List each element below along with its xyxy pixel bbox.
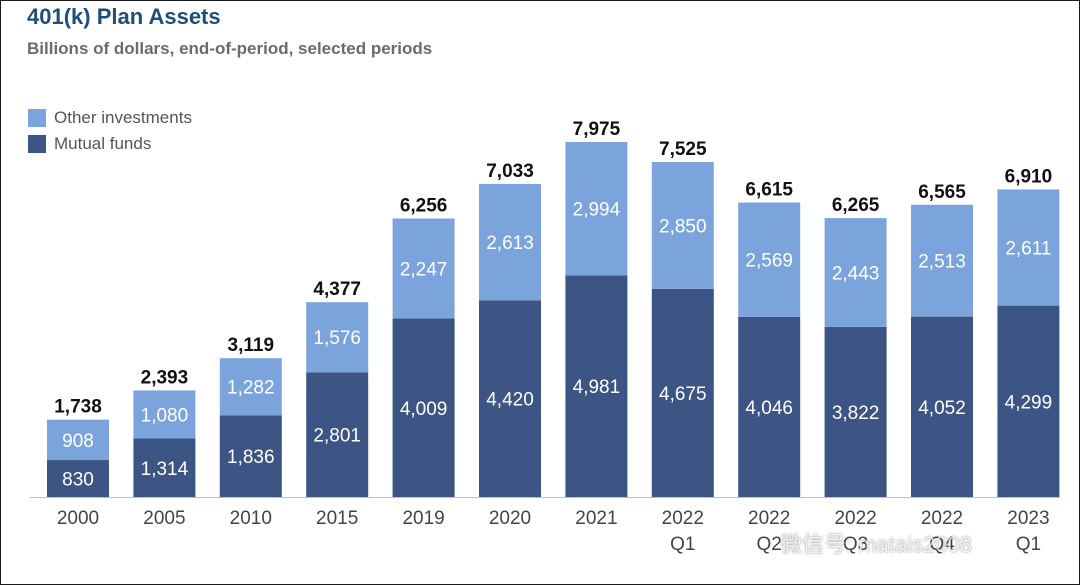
data-label-total: 2,393	[141, 367, 189, 388]
data-label-total: 6,615	[745, 180, 793, 201]
data-label-mutual-funds: 4,046	[745, 398, 793, 419]
x-tick-label: Q3	[843, 534, 868, 555]
data-label-other-investments: 1,080	[141, 405, 189, 426]
bar-mutual-funds	[47, 460, 109, 497]
bar-mutual-funds	[306, 372, 369, 497]
data-label-mutual-funds: 1,836	[227, 447, 275, 468]
x-tick-label: Q1	[1016, 534, 1041, 555]
bar-other-investments	[47, 419, 109, 461]
data-label-mutual-funds: 4,675	[659, 384, 707, 405]
data-label-other-investments: 2,247	[400, 260, 448, 281]
x-tick-label: 2022	[662, 508, 704, 529]
data-label-total: 7,525	[659, 139, 707, 160]
x-tick-label: Q4	[929, 534, 955, 555]
bar-other-investments	[565, 142, 628, 276]
bar-other-investments	[651, 162, 714, 289]
bar-other-investments	[997, 189, 1060, 306]
x-tick-label: 2022	[748, 508, 790, 529]
bar-mutual-funds	[738, 316, 801, 497]
data-label-other-investments: 2,850	[659, 216, 707, 237]
data-label-other-investments: 2,443	[832, 263, 880, 284]
x-tick-label: 2022	[834, 508, 876, 529]
bar-other-investments	[306, 302, 369, 373]
data-label-other-investments: 2,613	[486, 233, 534, 254]
data-label-other-investments: 2,513	[918, 252, 966, 273]
data-label-total: 6,256	[400, 196, 448, 217]
bar-mutual-funds	[911, 316, 973, 497]
x-tick-label: 2015	[316, 508, 358, 529]
data-label-other-investments: 2,994	[573, 200, 621, 221]
bar-mutual-funds	[997, 305, 1060, 497]
chart-title: 401(k) Plan Assets	[27, 4, 221, 29]
x-tick-label: 2021	[575, 508, 617, 529]
bar-mutual-funds	[651, 288, 714, 497]
bar-other-investments	[479, 183, 541, 301]
data-label-mutual-funds: 4,052	[918, 398, 966, 419]
x-tick-label: 2005	[143, 508, 185, 529]
bar-mutual-funds	[479, 300, 541, 497]
data-label-total: 6,910	[1005, 166, 1053, 187]
legend-item-mutual-funds: Mutual funds	[28, 134, 151, 154]
bar-mutual-funds	[565, 275, 628, 497]
x-tick-label: 2000	[57, 508, 99, 529]
x-tick-label: 2022	[921, 508, 963, 529]
data-label-mutual-funds: 4,299	[1005, 392, 1053, 413]
legend-item-other-investments: Other investments	[28, 108, 192, 128]
data-label-mutual-funds: 2,801	[313, 426, 361, 447]
data-label-total: 7,033	[486, 161, 534, 182]
bar-mutual-funds	[392, 318, 455, 497]
data-label-total: 1,738	[54, 397, 102, 418]
bar-other-investments	[824, 218, 887, 327]
bar-mutual-funds	[133, 438, 196, 497]
x-tick-label: 2020	[489, 508, 531, 529]
legend-swatch-mutual-funds	[28, 135, 46, 153]
bar-mutual-funds	[824, 326, 887, 497]
data-label-other-investments: 1,576	[313, 328, 361, 349]
bar-other-investments	[392, 218, 455, 319]
data-label-mutual-funds: 4,981	[573, 377, 621, 398]
legend-swatch-other-investments	[28, 109, 46, 127]
data-label-mutual-funds: 4,420	[486, 390, 534, 411]
data-label-total: 4,377	[313, 279, 361, 300]
data-label-total: 6,265	[832, 195, 880, 216]
data-label-mutual-funds: 830	[62, 470, 94, 491]
x-tick-label: 2019	[402, 508, 444, 529]
data-label-other-investments: 1,282	[227, 378, 275, 399]
data-label-other-investments: 908	[62, 431, 94, 452]
data-label-mutual-funds: 3,822	[832, 403, 880, 424]
data-label-total: 7,975	[573, 119, 621, 140]
legend-label-other-investments: Other investments	[54, 108, 192, 127]
chart-subtitle: Billions of dollars, end-of-period, sele…	[27, 39, 433, 58]
bar-other-investments	[133, 390, 196, 439]
bar-other-investments	[219, 358, 282, 416]
x-tick-label: 2023	[1007, 508, 1049, 529]
bar-mutual-funds	[219, 415, 282, 497]
x-tick-label: Q1	[670, 534, 695, 555]
data-label-total: 6,565	[918, 182, 966, 203]
watermark: 微信号: matais2008	[780, 532, 972, 557]
bar-other-investments	[911, 204, 973, 317]
legend-label-mutual-funds: Mutual funds	[54, 134, 152, 153]
data-label-other-investments: 2,611	[1005, 239, 1051, 260]
x-tick-label: Q2	[757, 534, 782, 555]
bar-other-investments	[738, 202, 801, 317]
x-tick-label: 2010	[230, 508, 272, 529]
data-label-other-investments: 2,569	[745, 251, 793, 272]
data-label-total: 3,119	[228, 335, 275, 356]
data-label-mutual-funds: 4,009	[400, 399, 448, 420]
data-label-mutual-funds: 1,314	[141, 459, 189, 480]
